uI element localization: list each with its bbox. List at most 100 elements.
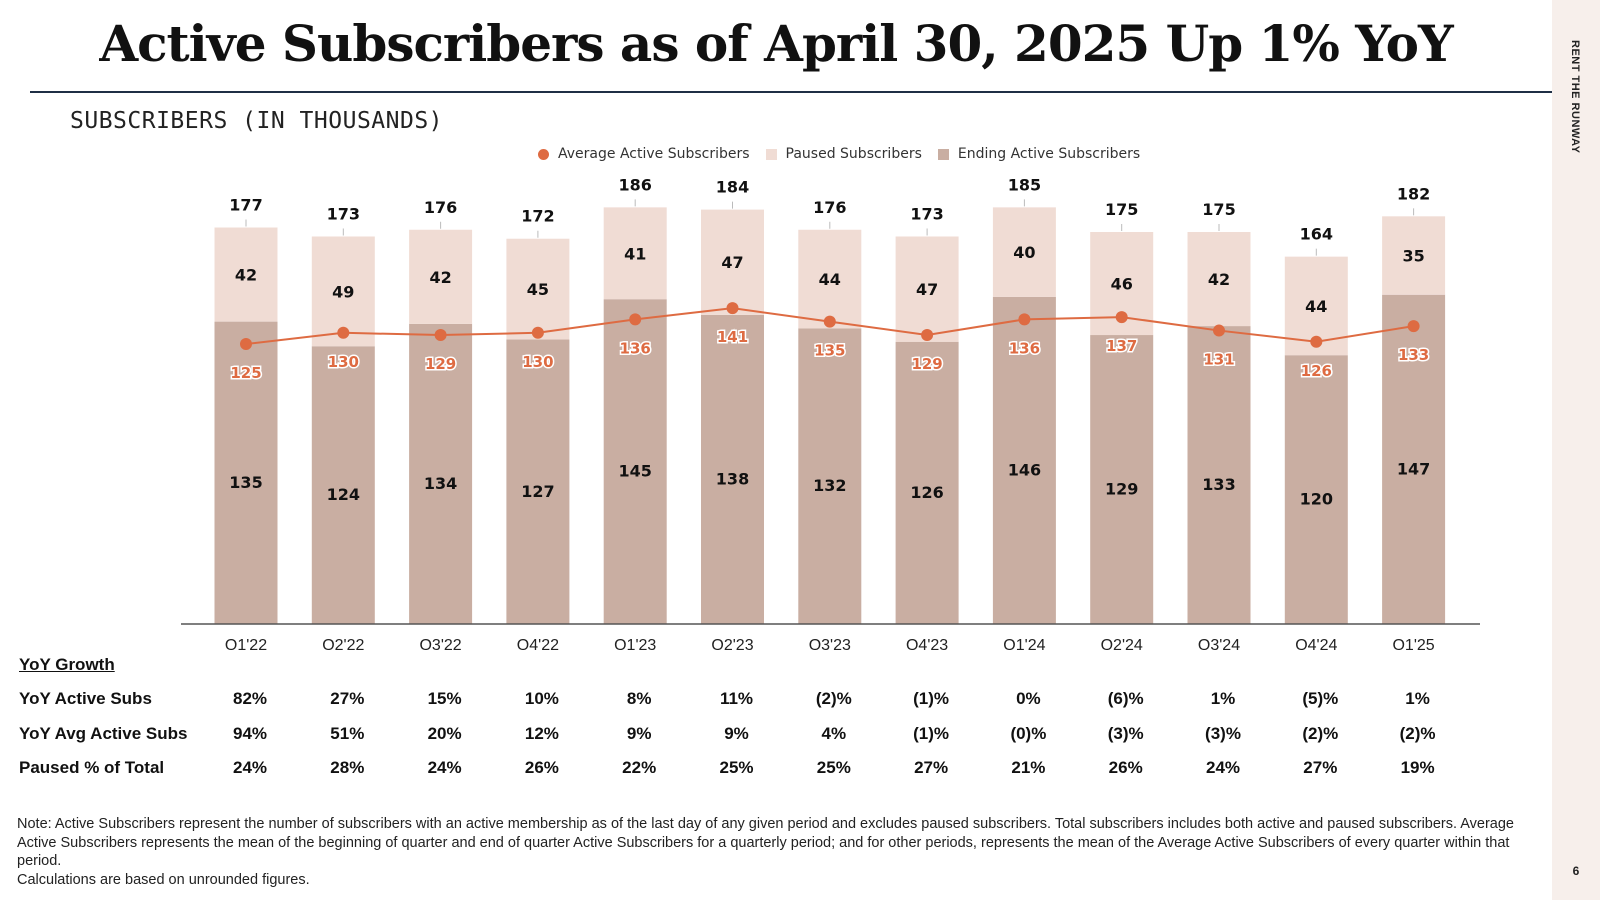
table-cell: 15% — [427, 689, 462, 708]
data-label-average: 137 — [1106, 337, 1137, 355]
table-cell: (3)% — [1205, 724, 1241, 743]
point-average — [629, 313, 642, 326]
table-cell: 28% — [330, 758, 365, 777]
data-label-paused: 42 — [1208, 270, 1230, 289]
table-row-paused-pct: Paused % of Total 24% 28% 24% 26% 22% 25% 25% 2… — [19, 758, 1469, 782]
table-cell: 1% — [1210, 689, 1236, 708]
data-label-ending: 147 — [1397, 459, 1430, 478]
bar-paused — [895, 236, 959, 342]
bar-ending-active — [214, 321, 278, 624]
data-label-total: 175 — [1105, 200, 1138, 219]
data-label-paused: 44 — [1305, 297, 1327, 316]
table-cell: (2)% — [1302, 724, 1339, 743]
x-tick-label: Q3'24 — [1198, 637, 1240, 650]
bar-ending-active — [311, 346, 375, 624]
table-cell: 24% — [427, 758, 462, 777]
x-tick-label: Q1'22 — [225, 637, 267, 650]
table-heading: YoY Growth — [19, 655, 115, 674]
table-cell: 22% — [622, 758, 657, 777]
data-label-total: 175 — [1202, 200, 1235, 219]
table-cell: 24% — [1205, 758, 1241, 777]
legend-item-average: Average Active Subscribers — [538, 146, 750, 162]
data-label-ending: 134 — [424, 474, 457, 493]
legend-swatch-ending-icon — [937, 148, 949, 160]
data-label-paused: 44 — [819, 270, 841, 289]
footnote-calc: Calculations are based on unrounded figu… — [17, 871, 310, 888]
bar-paused — [1382, 216, 1446, 295]
table-cell: (0)% — [1010, 724, 1047, 743]
data-label-average: 136 — [620, 339, 651, 357]
x-tick-label: Q2'22 — [322, 637, 364, 650]
data-label-ending: 145 — [618, 462, 651, 481]
x-tick-label: Q1'24 — [1003, 637, 1045, 650]
table-cell: 21% — [1011, 758, 1046, 777]
x-tick-label: Q3'23 — [809, 637, 851, 650]
table-cell: 24% — [232, 758, 268, 777]
table-cell: (2)% — [815, 689, 852, 708]
point-average — [921, 329, 934, 342]
bar-ending-active — [1284, 355, 1348, 624]
data-label-total: 164 — [1300, 225, 1333, 244]
legend-dot-icon — [538, 148, 549, 160]
data-label-average: 126 — [1301, 362, 1332, 380]
data-label-average: 129 — [425, 355, 456, 373]
table-cell: (1)% — [913, 724, 950, 743]
point-average — [1115, 311, 1128, 324]
row-label: Paused % of Total — [19, 758, 165, 777]
bar-paused — [409, 229, 473, 324]
data-label-paused: 42 — [235, 266, 257, 285]
bar-ending-active — [1187, 326, 1251, 624]
data-label-ending: 133 — [1202, 475, 1235, 494]
table-cell: 1% — [1405, 689, 1430, 708]
point-average — [1213, 324, 1225, 337]
table-cell: 82% — [232, 689, 268, 708]
table-cell: 9% — [724, 724, 749, 743]
footnote-text: Note: Active Subscribers represent the n… — [17, 816, 1514, 869]
brand-label: RENT THE RUNWAY — [1569, 40, 1581, 154]
x-tick-label: Q3'22 — [419, 637, 461, 650]
bar-ending-active — [409, 323, 473, 624]
table-cell: 27% — [1303, 758, 1338, 777]
data-label-average: 136 — [1009, 339, 1040, 357]
table-cell: 25% — [719, 758, 754, 777]
bar-ending-active — [603, 299, 667, 624]
bar-ending-active — [798, 328, 862, 624]
table-cell: 27% — [914, 758, 949, 777]
data-label-total: 184 — [716, 178, 749, 197]
chart-legend: Average Active Subscribers Paused Subscr… — [538, 146, 1156, 162]
data-label-paused: 45 — [527, 280, 549, 299]
x-tick-label: Q1'25 — [1392, 637, 1434, 650]
bar-paused — [701, 209, 764, 315]
data-label-paused: 47 — [721, 253, 743, 272]
data-label-ending: 129 — [1105, 480, 1138, 499]
legend-label-average: Average Active Subscribers — [558, 146, 750, 162]
point-average — [726, 302, 739, 315]
table-cell: (5)% — [1302, 689, 1339, 708]
legend-item-paused: Paused Subscribers — [765, 146, 922, 162]
point-average — [1407, 320, 1420, 333]
point-average — [531, 326, 544, 339]
x-tick-label: Q1'23 — [614, 637, 656, 650]
data-label-ending: 132 — [813, 476, 846, 495]
x-tick-label: Q4'23 — [906, 637, 948, 650]
data-label-average: 141 — [717, 328, 748, 346]
data-label-total: 173 — [910, 204, 943, 223]
x-tick-label: Q2'24 — [1101, 637, 1143, 650]
data-label-ending: 120 — [1300, 490, 1333, 509]
data-label-ending: 135 — [229, 473, 262, 492]
data-label-total: 172 — [521, 207, 554, 226]
data-label-total: 186 — [618, 175, 651, 194]
legend-label-ending: Ending Active Subscribers — [957, 146, 1141, 162]
bar-paused — [798, 229, 862, 329]
table-cell: 51% — [330, 724, 365, 743]
table-cell: 26% — [524, 758, 559, 777]
point-average — [337, 326, 350, 339]
table-cell: 27% — [330, 689, 365, 708]
x-tick-label: Q4'24 — [1295, 637, 1337, 650]
bar-paused — [1187, 232, 1251, 327]
table-row-yoy-avg-active: YoY Avg Active Subs 94% 51% 20% 12% 9% 9% 4% (1… — [19, 724, 1469, 748]
data-label-total: 177 — [229, 196, 262, 215]
x-tick-label: Q2'23 — [711, 637, 753, 650]
page-number: 6 — [1572, 864, 1580, 878]
table-cell: 12% — [524, 724, 559, 743]
